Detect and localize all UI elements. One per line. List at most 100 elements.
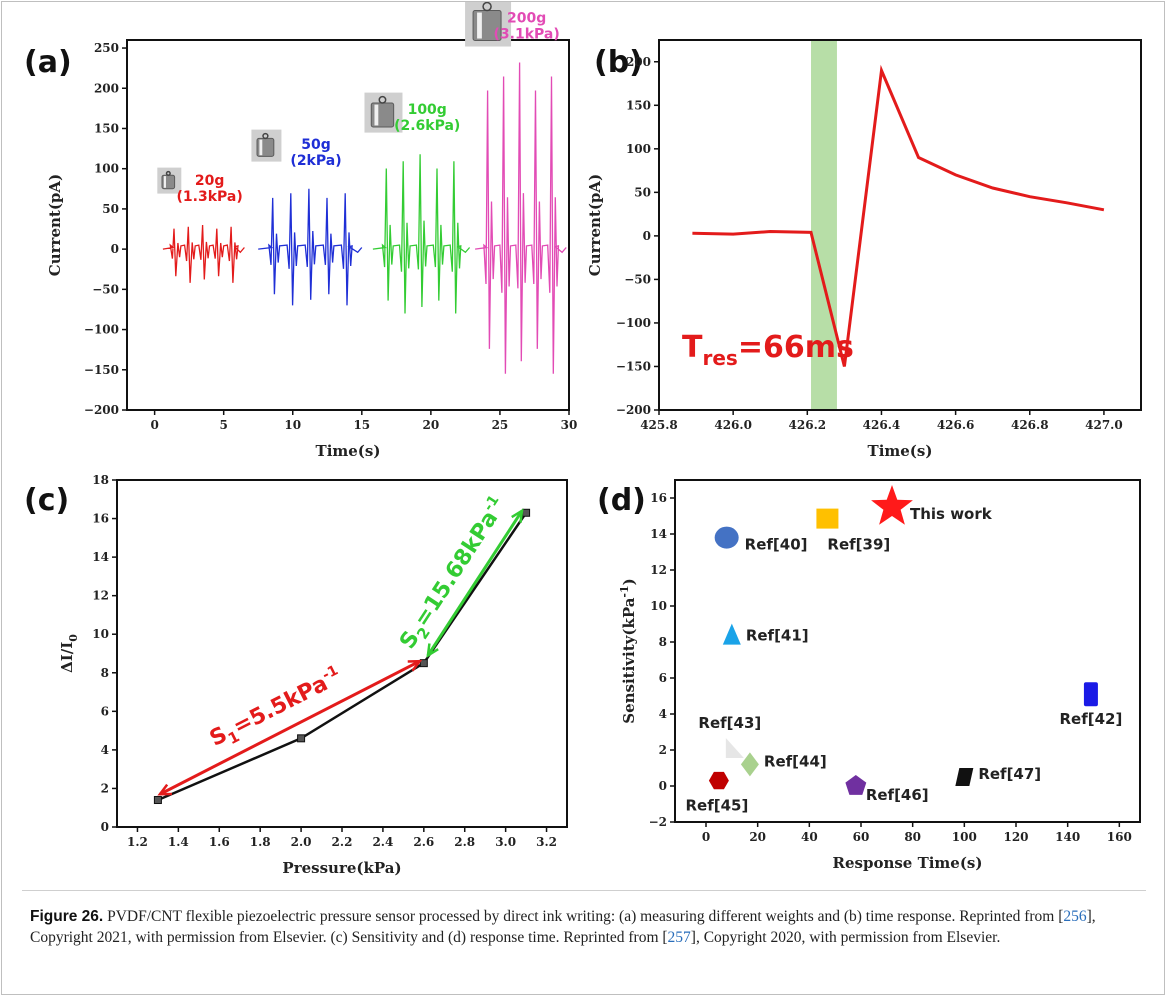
y-tick-label: 4 xyxy=(101,743,109,757)
point-label: Ref[45] xyxy=(685,797,748,815)
x-tick-label: 1.6 xyxy=(209,835,230,849)
weight-label: 20g xyxy=(195,173,225,189)
panel-d: (d) 0 20 40 60 80 100 120 140 160 −2 0 2 4 6 8 10 12 14 16 R… xyxy=(597,479,1141,872)
plot-frame xyxy=(674,479,1141,823)
caption-ref-link-256[interactable]: 256 xyxy=(1063,908,1087,925)
panel-c-label: (c) xyxy=(24,483,69,518)
x-tick-label: 140 xyxy=(1055,830,1080,844)
x-tick-label: 10 xyxy=(284,418,301,432)
x-tick-label: 3.2 xyxy=(536,835,557,849)
point-label: Ref[43] xyxy=(698,714,761,732)
y-tick-label: −100 xyxy=(616,316,651,330)
x-tick-label: 15 xyxy=(353,418,370,432)
panel-a-label: (a) xyxy=(24,45,72,80)
y-tick-label: −2 xyxy=(649,815,667,829)
label-part: 0 xyxy=(67,634,80,642)
x-tick-label: 80 xyxy=(904,830,921,844)
marker-ref-46- xyxy=(845,775,867,795)
label-part: Sensitivity(kPa xyxy=(620,597,638,723)
y-tick-label: 150 xyxy=(626,98,651,112)
caption-ref-link-257[interactable]: 257 xyxy=(667,929,691,946)
fit-arrow-2 xyxy=(426,510,524,657)
weight-icon-hook xyxy=(262,132,269,140)
arrow-head xyxy=(407,659,423,672)
pressure-label: (2kPa) xyxy=(290,153,341,169)
panel-a: 0 5 10 15 20 25 30 −200 −150 −100 −50 0 50 100 150 200 2… xyxy=(24,0,577,460)
x-tick-label: 0 xyxy=(702,830,710,844)
y-tick-label: 150 xyxy=(94,121,119,135)
pressure-label: (1.3kPa) xyxy=(177,189,243,205)
arrow-head xyxy=(157,783,172,796)
panel-c: (c) 1.2 1.4 1.6 1.8 2.0 2.2 2.4 2.6 2.8 3.0 3.2 0 2 4 6… xyxy=(24,473,568,877)
y-tick-label: 0 xyxy=(659,779,667,793)
weight-icon-hook xyxy=(165,170,171,176)
point-label: Ref[39] xyxy=(827,536,890,554)
weight-label: 200g xyxy=(507,11,546,27)
x-tick-label: 160 xyxy=(1107,830,1132,844)
x-tick-label: 20 xyxy=(423,418,440,432)
y-tick-label: 10 xyxy=(92,627,109,641)
y-tick-label: −150 xyxy=(616,359,651,373)
point-label: Ref[42] xyxy=(1059,710,1122,728)
marker-ref-47- xyxy=(955,768,974,786)
caption-label: Figure 26. xyxy=(30,908,104,925)
weight-icon xyxy=(157,167,182,194)
y-tick-label: 2 xyxy=(101,781,109,795)
marker-ref-43- xyxy=(725,738,744,758)
x-tick-label: 425.8 xyxy=(640,418,678,432)
caption-text-1: PVDF/CNT flexible piezoelectric pressure… xyxy=(103,908,1064,925)
arrow-head xyxy=(426,643,439,658)
weight-icon xyxy=(364,92,403,133)
weight-icon xyxy=(251,129,282,162)
caption-divider xyxy=(22,890,1146,891)
weight-icon-hook xyxy=(482,1,492,12)
sensitivity-curve xyxy=(157,512,528,802)
y-tick-label: 10 xyxy=(650,599,667,613)
label-part: res xyxy=(702,346,737,370)
y-axis-title: Sensitivity(kPa-1) xyxy=(618,578,638,724)
x-axis-title: Pressure(kPa) xyxy=(282,859,401,877)
y-tick-label: 200 xyxy=(626,55,651,69)
y-tick-label: 14 xyxy=(92,550,109,564)
label-part: ) xyxy=(620,578,638,585)
response-time-annotation: Tres=66ms xyxy=(682,330,854,370)
label-part: -1 xyxy=(618,585,631,597)
y-tick-label: 12 xyxy=(92,589,109,603)
waveform-200g xyxy=(475,62,567,374)
x-tick-label: 3.0 xyxy=(495,835,516,849)
x-tick-label: 25 xyxy=(492,418,509,432)
marker-ref-44- xyxy=(740,752,759,777)
x-axis-title: Response Time(s) xyxy=(833,854,983,872)
weight-icon-hook xyxy=(378,95,387,104)
y-tick-label: 0 xyxy=(643,229,651,243)
y-tick-label: −100 xyxy=(84,323,119,337)
x-tick-label: 2.0 xyxy=(291,835,312,849)
waveform-50g xyxy=(258,188,363,306)
y-axis-title: ΔI/I0 xyxy=(58,634,80,673)
x-tick-label: 426.8 xyxy=(1011,418,1049,432)
x-tick-label: 120 xyxy=(1003,830,1028,844)
point-label: This work xyxy=(910,505,993,523)
marker-ref-40- xyxy=(714,526,739,549)
fit-arrow-1 xyxy=(159,659,421,796)
y-tick-label: 8 xyxy=(659,635,667,649)
weight-icon-shine xyxy=(163,176,166,188)
fit-label-2: S2=15.68kPa-1 xyxy=(394,492,515,655)
y-tick-label: 8 xyxy=(101,666,109,680)
y-tick-label: 250 xyxy=(94,41,119,55)
figure-canvas: 0 5 10 15 20 25 30−200−150−100−500501001502002… xyxy=(24,0,1142,877)
pressure-label: (2.6kPa) xyxy=(394,118,460,134)
x-axis-title: Time(s) xyxy=(868,442,933,460)
waveform-100g xyxy=(372,154,471,314)
point-label: Ref[44] xyxy=(764,752,827,770)
data-point xyxy=(522,508,531,517)
weight-label: 100g xyxy=(408,102,447,118)
x-tick-label: 1.8 xyxy=(250,835,271,849)
figure-caption: Figure 26. PVDF/CNT flexible piezoelectr… xyxy=(30,906,1140,948)
plot-frame xyxy=(116,479,568,828)
weight-icon-shine xyxy=(374,104,379,126)
weight-icon-shine xyxy=(259,139,263,156)
x-tick-label: 100 xyxy=(952,830,977,844)
panel-b: (b) 425.8 426.0 426.2 426.4 426.6 426.8 427.0 −2… xyxy=(586,39,1142,460)
y-tick-label: −200 xyxy=(616,403,651,417)
